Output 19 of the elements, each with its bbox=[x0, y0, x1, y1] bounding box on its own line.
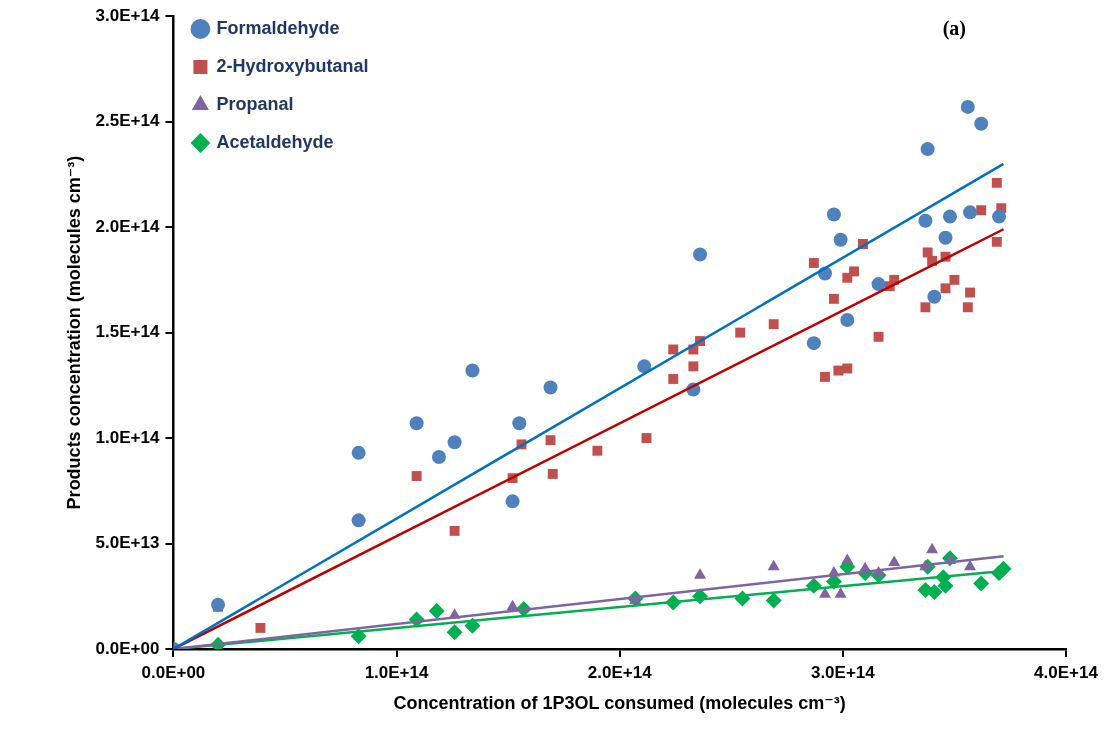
legend-label: 2-Hydroxybutanal bbox=[216, 55, 369, 76]
y-tick-label: 0.0E+00 bbox=[95, 638, 160, 658]
x-tick-label: 4.0E+14 bbox=[1034, 662, 1099, 682]
legend-label: Acetaldehyde bbox=[216, 131, 334, 152]
y-tick-label: 1.0E+14 bbox=[95, 427, 160, 447]
y-tick-label: 3.0E+14 bbox=[95, 5, 160, 25]
y-axis-title: Products concentration (molecules cm⁻³) bbox=[63, 155, 84, 510]
legend-label: Propanal bbox=[216, 93, 294, 114]
y-tick-label: 2.5E+14 bbox=[95, 111, 160, 131]
y-tick-label: 1.5E+14 bbox=[95, 322, 160, 342]
legend-label: Formaldehyde bbox=[216, 17, 340, 38]
x-axis-title: Concentration of 1P3OL consumed (molecules cm⁻³) bbox=[393, 693, 846, 714]
y-tick-label: 5.0E+13 bbox=[95, 533, 160, 553]
x-tick-label: 3.0E+14 bbox=[810, 662, 876, 682]
annotation: (a) bbox=[942, 17, 966, 41]
x-tick-label: 1.0E+14 bbox=[364, 662, 429, 682]
x-tick-label: 2.0E+14 bbox=[587, 662, 653, 682]
x-tick-label: 0.0E+00 bbox=[141, 662, 206, 682]
y-tick-label: 2.0E+14 bbox=[95, 216, 160, 236]
